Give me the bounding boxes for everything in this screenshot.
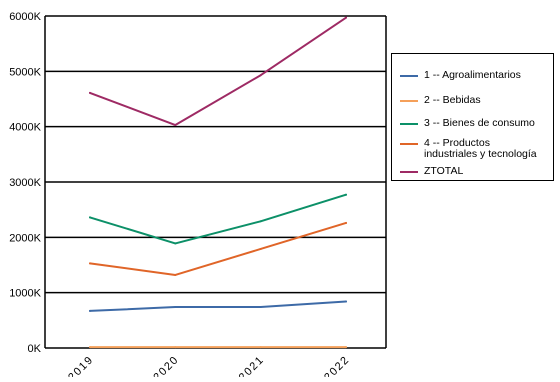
y-tick-label: 2000K	[9, 232, 41, 244]
legend-item-3[interactable]: 3 -- Bienes de consumo	[400, 118, 554, 129]
y-tick-label: 1000K	[9, 288, 41, 300]
series-line-4	[89, 221, 347, 276]
x-tick-label: 2019	[66, 354, 96, 377]
data-point	[174, 306, 177, 309]
data-point	[89, 91, 91, 94]
data-point	[174, 124, 177, 127]
x-tick-label: 2022	[322, 354, 352, 377]
legend-item-1[interactable]: 1 -- Agroalimentarios	[400, 70, 554, 81]
data-point	[174, 273, 177, 276]
x-tick-label: 2021	[237, 354, 267, 377]
y-tick-label: 0K	[28, 343, 42, 355]
y-tick-label: 6000K	[9, 11, 41, 23]
x-tick-label: 2020	[151, 354, 181, 377]
data-point	[259, 74, 262, 77]
series-line-3	[89, 193, 347, 245]
data-point	[345, 193, 347, 196]
legend-swatch	[400, 143, 418, 145]
legend-label: 1 -- Agroalimentarios	[424, 69, 521, 81]
data-point	[259, 346, 262, 349]
legend-swatch	[400, 100, 418, 102]
legend-swatch	[400, 123, 418, 125]
y-tick-label: 5000K	[9, 66, 41, 78]
data-point	[345, 221, 347, 224]
legend-item-5[interactable]: ZTOTAL	[400, 166, 554, 177]
data-point	[89, 262, 91, 265]
data-point	[345, 346, 347, 349]
data-point	[89, 309, 91, 312]
series-line-1	[89, 300, 347, 312]
legend-item-2[interactable]: 2 -- Bebidas	[400, 95, 554, 106]
data-point	[259, 247, 262, 250]
data-point	[259, 220, 262, 223]
data-point	[345, 300, 347, 303]
legend-item-4[interactable]: 4 -- Productos industriales y tecnología	[400, 138, 554, 160]
data-point	[89, 346, 91, 349]
legend-swatch	[400, 171, 418, 173]
legend-label: 2 -- Bebidas	[424, 94, 481, 106]
legend-label: 3 -- Bienes de consumo	[424, 117, 535, 129]
legend-label: 4 -- Productos industriales y tecnología	[424, 137, 537, 160]
data-point	[345, 16, 347, 19]
series-line-5	[89, 16, 347, 127]
data-point	[89, 216, 91, 219]
y-tick-label: 3000K	[9, 177, 41, 189]
legend-swatch	[400, 75, 418, 77]
chart-legend: 1 -- Agroalimentarios 2 -- Bebidas 3 -- …	[391, 53, 554, 181]
data-point	[259, 306, 262, 309]
legend-label: ZTOTAL	[424, 165, 464, 177]
data-point	[174, 242, 177, 245]
data-point	[174, 346, 177, 349]
y-tick-label: 4000K	[9, 122, 41, 134]
